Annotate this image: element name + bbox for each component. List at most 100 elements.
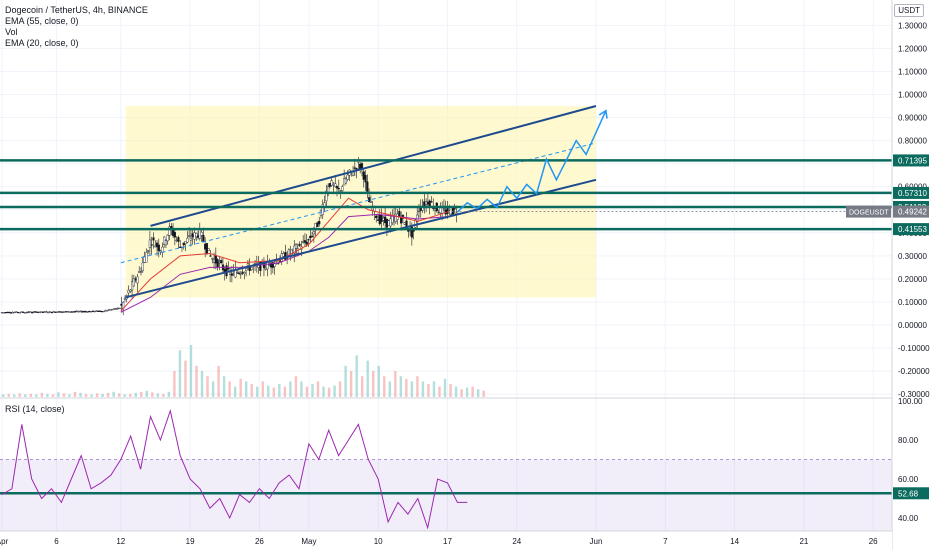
rsi-tick-label: 100.00 (898, 397, 923, 406)
candle-body (328, 183, 331, 187)
volume-bar (129, 393, 132, 397)
candle-body (305, 241, 308, 245)
candle-body (209, 255, 212, 257)
volume-bar (7, 393, 10, 397)
volume-bar (18, 393, 21, 397)
volume-bar (278, 384, 281, 397)
rsi-legend[interactable]: RSI (14, close) (5, 404, 65, 414)
vol-legend[interactable]: Vol (5, 27, 18, 37)
candle-body (139, 271, 143, 273)
price-tick-label: 0.20000 (898, 275, 927, 284)
candle-body (45, 311, 48, 313)
candle-body (307, 239, 310, 241)
candle-body (264, 267, 267, 270)
candle-body (389, 218, 392, 227)
candle-body (4, 312, 7, 314)
candle-body (243, 272, 246, 274)
volume-bar (443, 378, 447, 397)
candle-body (145, 252, 148, 263)
volume-bar (35, 394, 38, 397)
candle-body (216, 259, 219, 268)
candle-body (8, 311, 11, 314)
price-tick-label: 1.10000 (898, 67, 927, 76)
volume-bar (300, 381, 303, 397)
candle-body (18, 312, 21, 314)
candle-body (337, 187, 340, 190)
volume-bar (151, 392, 154, 397)
candle-body (195, 233, 198, 238)
level-badge-label: 0.57310 (898, 189, 927, 198)
candle-body (109, 309, 112, 311)
candle-body (293, 245, 296, 254)
candle-body (88, 311, 91, 313)
candle-body (75, 310, 78, 313)
candle-body (32, 311, 36, 313)
candle-body (398, 210, 401, 217)
candle-body (63, 311, 66, 313)
candle-body (341, 186, 344, 191)
candle-body (302, 241, 305, 243)
volume-bar (449, 384, 452, 397)
volume-bar (233, 386, 237, 397)
candle-body (207, 248, 210, 252)
volume-bar (405, 378, 408, 397)
volume-bar (217, 365, 220, 397)
candle-body (20, 311, 23, 313)
volume-bar (465, 387, 469, 397)
candle-body (453, 208, 456, 210)
candle-body (417, 210, 421, 213)
ema20-legend[interactable]: EMA (20, close, 0) (5, 38, 79, 48)
volume-bar (289, 381, 292, 397)
candle-body (66, 311, 70, 313)
rsi-tick-label: 80.00 (898, 436, 919, 445)
candle-body (93, 310, 96, 313)
candle-body (339, 190, 342, 192)
candle-body (41, 311, 45, 313)
candle-body (123, 298, 127, 300)
candle-body (150, 244, 153, 246)
candle-body (278, 260, 282, 262)
level-badge (893, 223, 929, 236)
volume-bar (267, 385, 270, 397)
candle-body (163, 236, 166, 245)
candle-body (132, 278, 135, 287)
price-tick-label: 1.00000 (898, 91, 927, 100)
candle-body (310, 235, 314, 238)
candle-body (100, 310, 103, 313)
candle-body (330, 180, 333, 186)
volume-bar (134, 392, 137, 397)
rsi-tick-label: 60.00 (898, 475, 919, 484)
rsi-level-badge-label: 52.68 (898, 489, 919, 498)
ema55-legend[interactable]: EMA (55, close, 0) (5, 16, 79, 26)
candle-body (9, 312, 13, 314)
candle-body (107, 309, 111, 311)
candle-body (59, 311, 62, 313)
volume-bar (95, 393, 99, 397)
candle-body (104, 310, 107, 312)
volume-bar (29, 393, 33, 397)
volume-bar (167, 391, 171, 397)
candle-body (148, 239, 152, 248)
rsi-pane (0, 408, 892, 538)
volume-bar (349, 371, 353, 397)
candle-body (325, 190, 328, 202)
candle-body (314, 222, 317, 229)
candle-body (239, 273, 242, 275)
currency-badge[interactable]: USDT (894, 4, 924, 17)
candle-body (22, 311, 25, 314)
candle-body (335, 186, 339, 189)
volume-bar (106, 392, 110, 397)
candle-body (155, 242, 159, 248)
candle-body (196, 235, 200, 238)
candle-body (369, 201, 372, 203)
time-axis: Apr 6 12 19 26 May 10 17 24 Jun 7 14 21 26 (0, 530, 892, 550)
volume-bar (316, 381, 320, 397)
volume-bar (388, 381, 391, 397)
volume-bar (416, 376, 419, 397)
volume-bar (283, 386, 287, 397)
candle-body (25, 311, 29, 314)
candle-body (184, 240, 187, 245)
candle-body (334, 183, 337, 187)
candle-body (193, 232, 196, 240)
